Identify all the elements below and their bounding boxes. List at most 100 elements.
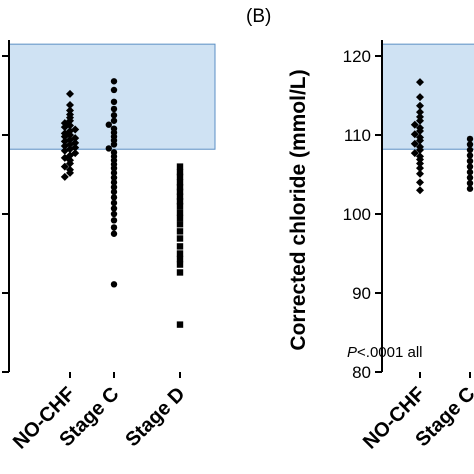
data-point (410, 149, 419, 158)
data-point (416, 108, 424, 117)
data-point (105, 145, 113, 152)
data-point (110, 217, 118, 224)
data-point (410, 139, 419, 148)
data-point (176, 173, 184, 181)
data-point (110, 141, 118, 148)
data-point (66, 159, 74, 168)
data-point (176, 250, 184, 257)
data-point (110, 230, 118, 237)
data-point (410, 120, 419, 129)
data-point (410, 130, 419, 139)
data-point (176, 214, 184, 222)
data-point (466, 152, 474, 159)
data-point (416, 116, 424, 125)
data-point (416, 159, 424, 168)
data-point (110, 281, 118, 288)
data-points (60, 78, 184, 328)
data-point (110, 112, 118, 119)
data-point (66, 100, 74, 109)
data-point (466, 146, 474, 154)
data-point (466, 168, 474, 176)
data-point (466, 185, 474, 192)
data-point (60, 162, 69, 171)
data-point (176, 269, 184, 276)
category-label: Stage D (121, 383, 189, 451)
p-value-annotation: P<.0001 all (347, 344, 423, 361)
data-point (466, 174, 474, 181)
data-point (416, 164, 424, 173)
data-point (176, 209, 184, 216)
data-point (60, 123, 69, 132)
data-point (110, 183, 118, 191)
data-point (110, 179, 118, 186)
data-point (110, 117, 118, 124)
data-point (110, 224, 118, 231)
data-point (110, 210, 118, 218)
y-tick-labels: 80 90 100 110 120 (343, 47, 371, 382)
data-point (466, 157, 474, 165)
y-ticks (2, 55, 9, 373)
data-point (66, 89, 74, 98)
y-tick-label: 80 (352, 363, 371, 382)
normal-range-band (381, 43, 474, 150)
data-point (176, 235, 184, 242)
data-point (60, 137, 69, 146)
data-point (176, 183, 184, 191)
p-value-italic: P (347, 344, 357, 361)
x-ticks (69, 372, 181, 378)
p-value-rest: <.0001 all (357, 344, 422, 361)
data-point (416, 178, 424, 187)
data-point (110, 98, 118, 106)
data-point (176, 221, 184, 228)
data-point (176, 198, 184, 205)
x-ticks (419, 372, 471, 378)
data-point (110, 105, 118, 113)
data-point (105, 121, 113, 128)
data-point (60, 142, 69, 151)
data-point (110, 78, 118, 85)
data-point (110, 205, 118, 212)
data-point (176, 261, 184, 268)
y-tick-label: 100 (343, 205, 371, 224)
data-point (66, 121, 74, 130)
data-point (176, 193, 184, 200)
data-point (416, 186, 424, 195)
data-point (60, 132, 69, 141)
data-point (176, 179, 184, 186)
data-point (416, 127, 424, 136)
data-point (176, 168, 184, 176)
data-point (176, 243, 184, 250)
panel-label: (B) (246, 6, 271, 27)
data-point (416, 146, 424, 155)
data-point (60, 172, 69, 181)
data-point (466, 135, 474, 143)
data-point (176, 188, 184, 196)
data-point (466, 163, 474, 170)
data-point (466, 179, 474, 187)
data-point (110, 188, 118, 196)
data-point (466, 141, 474, 148)
data-point (66, 168, 74, 177)
data-point (416, 93, 424, 102)
data-point (60, 146, 69, 155)
data-points (410, 78, 474, 195)
data-point (110, 199, 118, 207)
data-point (176, 321, 184, 328)
data-point (110, 194, 118, 201)
data-point (110, 86, 118, 94)
y-tick-label: 90 (352, 284, 371, 303)
data-point (416, 78, 424, 87)
data-point (176, 163, 184, 170)
data-point (416, 169, 424, 178)
y-tick-label: 120 (343, 47, 371, 66)
data-point (110, 174, 118, 181)
data-point (110, 169, 118, 177)
data-point (176, 255, 184, 263)
y-axis-label: Corrected chloride (mmol/L) (287, 69, 310, 350)
data-point (176, 202, 184, 210)
